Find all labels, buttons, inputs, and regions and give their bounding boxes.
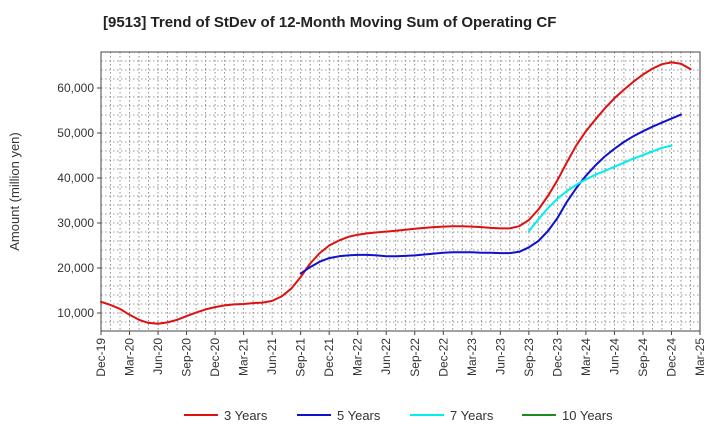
x-tick-label: Jun-21 — [265, 338, 279, 375]
x-tick-label: Mar-20 — [123, 338, 137, 376]
x-tick-label: Mar-21 — [237, 338, 251, 376]
y-axis-ticks: 10,000 20,000 30,000 40,000 50,000 60,000 — [57, 81, 101, 320]
x-tick-label: Jun-20 — [151, 338, 165, 375]
x-tick-label: Jun-22 — [379, 338, 393, 375]
y-tick-label: 20,000 — [57, 261, 94, 275]
x-tick-label: Sep-20 — [180, 338, 194, 377]
series-line-5-years — [299, 113, 682, 275]
legend-label: 3 Years — [224, 408, 268, 423]
legend-label: 7 Years — [450, 408, 494, 423]
x-tick-label: Dec-21 — [322, 338, 336, 377]
x-tick-label: Sep-23 — [522, 338, 536, 377]
x-tick-label: Mar-25 — [693, 338, 707, 376]
y-tick-label: 40,000 — [57, 171, 94, 185]
y-tick-label: 60,000 — [57, 81, 94, 95]
x-tick-label: Mar-22 — [351, 338, 365, 376]
legend-label: 10 Years — [562, 408, 613, 423]
y-tick-label: 10,000 — [57, 306, 94, 320]
x-tick-label: Dec-23 — [550, 338, 564, 377]
series-lines — [100, 61, 692, 325]
x-tick-label: Sep-21 — [294, 338, 308, 377]
x-tick-label: Dec-22 — [436, 338, 450, 377]
x-axis-ticks: Dec-19 Mar-20 Jun-20 Sep-20 Dec-20 Mar-21 Jun-… — [94, 331, 707, 377]
legend: 3 Years 5 Years 7 Years 10 Years — [184, 408, 613, 423]
x-tick-label: Jun-23 — [493, 338, 507, 375]
y-tick-label: 30,000 — [57, 216, 94, 230]
series-line-3-years — [100, 61, 692, 325]
x-tick-label: Jun-24 — [607, 338, 621, 375]
x-tick-label: Sep-24 — [636, 338, 650, 377]
legend-label: 5 Years — [337, 408, 381, 423]
x-tick-label: Dec-19 — [94, 338, 108, 377]
grid-lines — [101, 52, 700, 331]
series-line-7-years — [527, 144, 673, 233]
x-tick-label: Mar-23 — [465, 338, 479, 376]
x-tick-label: Dec-20 — [208, 338, 222, 377]
plot-area — [100, 51, 701, 332]
x-tick-label: Sep-22 — [408, 338, 422, 377]
x-tick-label: Mar-24 — [579, 338, 593, 376]
y-tick-label: 50,000 — [57, 126, 94, 140]
y-axis-title: Amount (million yen) — [7, 132, 22, 251]
x-tick-label: Dec-24 — [664, 338, 678, 377]
chart-title: [9513] Trend of StDev of 12-Month Moving… — [103, 14, 557, 31]
